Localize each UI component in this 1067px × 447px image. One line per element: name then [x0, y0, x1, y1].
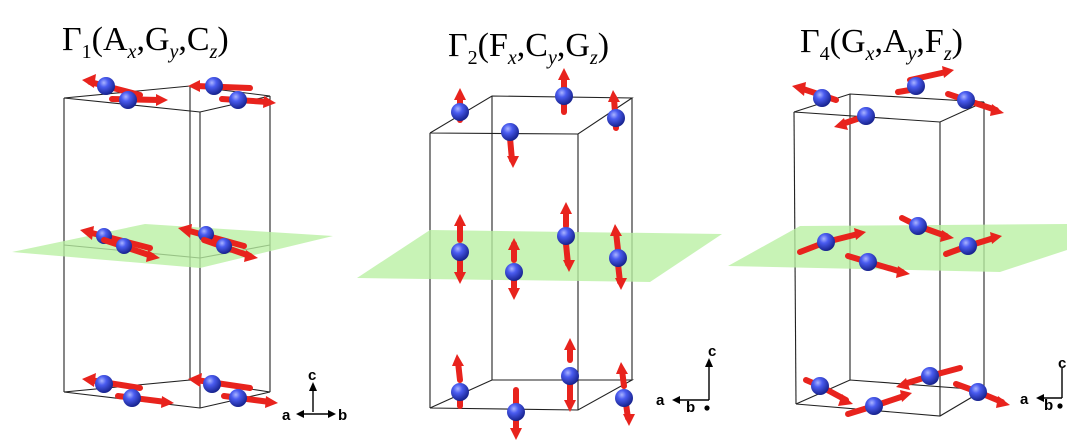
axes-gamma4: c a b — [1020, 355, 1066, 414]
spin-pair-top-right — [188, 77, 276, 109]
panel-gamma2: Γ2(Fx,Cy,Gz) — [357, 27, 722, 440]
axis-label-a: a — [656, 392, 665, 409]
axis-label-c: c — [308, 367, 316, 384]
panel-title-gamma4: Γ4(Gx,Ay,Fz) — [800, 23, 963, 65]
axis-label-c: c — [708, 343, 716, 360]
axis-label-c: c — [1058, 355, 1066, 372]
spins-top-gamma2 — [451, 68, 625, 168]
spin-pair-top-left — [82, 74, 168, 109]
green-plane-gamma1 — [12, 224, 333, 268]
spins-bottom-gamma4 — [803, 365, 1010, 417]
axes-gamma1: c a b — [282, 367, 347, 424]
spins-middle-gamma4 — [797, 215, 1002, 278]
panel-title-gamma1: Γ1(Ax,Gy,Cz) — [62, 21, 229, 63]
spin-pair-bottom-left — [82, 373, 174, 408]
axis-label-a: a — [282, 407, 291, 424]
spins-bottom-gamma2 — [451, 338, 635, 440]
axis-label-b: b — [686, 399, 695, 416]
panel-gamma1: Γ1(Ax,Gy,Cz) — [12, 21, 347, 424]
panel-gamma4: Γ4(Gx,Ay,Fz) — [728, 23, 1067, 417]
green-plane-gamma4 — [728, 224, 1067, 272]
axis-label-b: b — [338, 407, 347, 424]
green-plane-gamma2 — [357, 230, 722, 282]
axis-label-a: a — [1020, 391, 1029, 408]
axis-label-b: b — [1044, 397, 1053, 414]
spin-pair-middle-left — [80, 226, 160, 262]
spins-top-gamma4 — [792, 66, 1004, 130]
spins-middle-gamma2 — [451, 202, 627, 300]
axes-gamma2: c a b — [656, 343, 716, 416]
spin-pair-middle-right — [178, 224, 258, 262]
spin-pair-bottom-right — [188, 373, 278, 408]
panel-title-gamma2: Γ2(Fx,Cy,Gz) — [448, 27, 609, 69]
